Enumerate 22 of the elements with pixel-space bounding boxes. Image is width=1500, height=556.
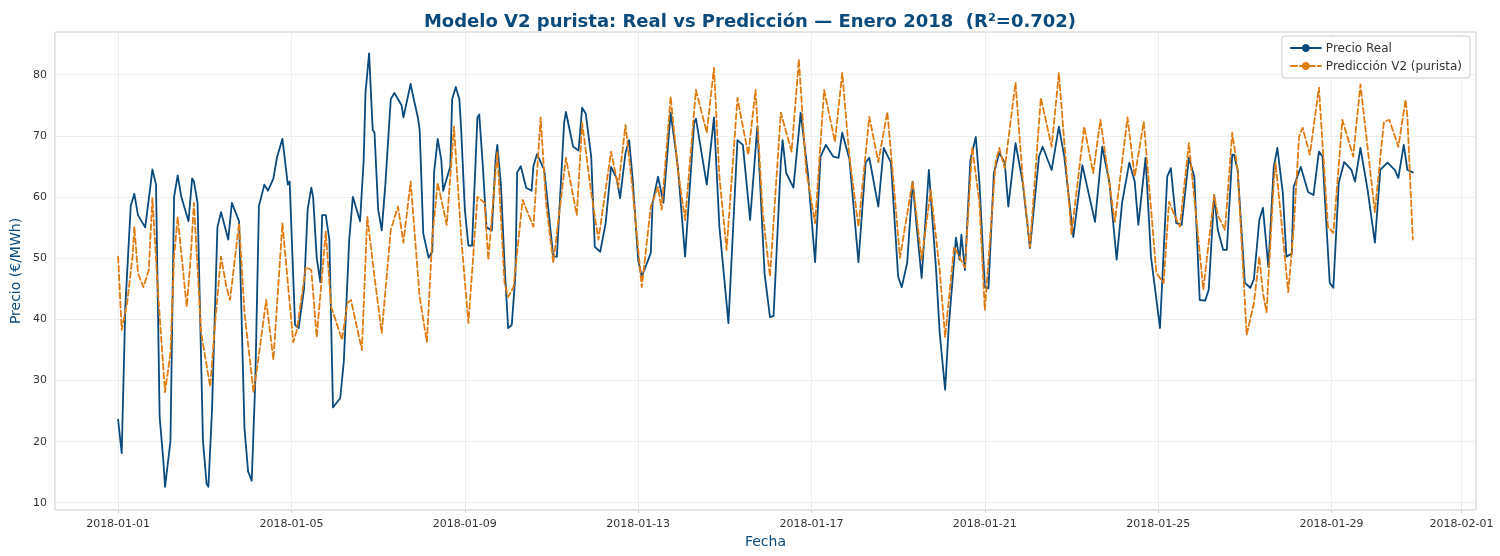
x-tick-label: 2018-01-01 <box>86 517 151 530</box>
x-tick-label: 2018-01-21 <box>952 517 1017 530</box>
y-tick-label: 60 <box>32 190 47 204</box>
x-axis-title: Fecha <box>744 533 786 549</box>
y-tick-label: 50 <box>32 251 47 265</box>
y-tick-label: 80 <box>32 68 47 82</box>
y-tick-label: 70 <box>32 129 47 143</box>
x-tick-label: 2018-02-01 <box>1429 517 1494 530</box>
x-tick-label: 2018-01-09 <box>432 517 497 530</box>
chart-title: Modelo V2 purista: Real vs Predicción — Enero 2018 (R²=0.702) <box>423 9 1077 31</box>
y-tick-label: 30 <box>32 373 47 387</box>
y-tick-label: 20 <box>32 434 47 448</box>
legend-label: Precio Real <box>1325 41 1392 55</box>
x-tick-label: 2018-01-29 <box>1299 517 1364 530</box>
y-tick-label: 10 <box>32 495 47 509</box>
legend-label: Predicción V2 (purista) <box>1325 59 1463 73</box>
x-tick-label: 2018-01-17 <box>779 517 844 530</box>
y-axis-title: Precio (€/MWh) <box>7 217 23 325</box>
x-tick-label: 2018-01-25 <box>1126 517 1191 530</box>
y-tick-label: 40 <box>32 312 47 326</box>
x-tick-label: 2018-01-05 <box>259 517 324 530</box>
x-tick-label: 2018-01-13 <box>606 517 671 530</box>
